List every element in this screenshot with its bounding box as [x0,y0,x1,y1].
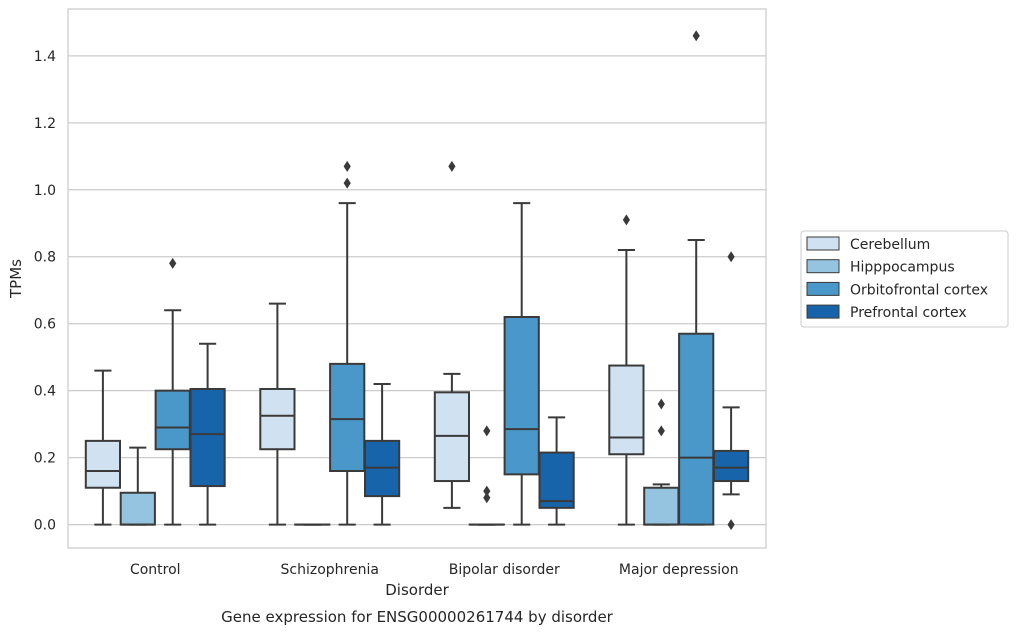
legend-frame [800,230,1009,328]
box-group [538,416,575,526]
box-group [468,425,505,526]
box [259,387,296,451]
y-tick-label: 0.0 [34,518,56,534]
box [84,439,122,489]
box-group [154,257,191,526]
outlier-point [483,425,491,437]
outlier-point [343,177,351,189]
y-tick-label: 1.2 [34,116,56,132]
y-tick-label: 0.2 [34,451,56,467]
y-axis-title: TPMs [7,259,25,299]
outlier-point [657,425,665,437]
box [678,332,715,526]
outlier-point [622,214,630,226]
outlier-point [169,257,177,269]
outlier-point [483,492,491,504]
box-group [363,382,401,526]
box-group [259,302,296,526]
y-tick-label: 0.4 [34,384,56,400]
box [189,387,226,488]
outlier-point [692,30,700,42]
legend-label: Prefrontal cortex [850,305,967,321]
box [538,451,575,509]
box-group [712,251,750,531]
y-tick-label: 0.8 [34,250,56,266]
box-group [84,369,122,526]
box-group [433,160,471,509]
x-tick-label: Bipolar disorder [449,562,560,578]
outlier-point [343,160,351,172]
box-group [608,214,645,526]
x-tick-label: Major depression [619,562,739,578]
outlier-point [483,485,491,497]
box-group [189,342,226,526]
box [712,449,750,483]
legend: Cerebellum Hipppocampus Orbitofrontal cort… [800,230,1009,328]
y-tick-label: 0.6 [34,317,56,333]
outlier-point [727,519,735,531]
outlier-point [727,251,735,263]
box-group [329,160,366,526]
outlier-point [448,160,456,172]
x-tick-label: Control [130,562,181,578]
y-tick-labels: 0.0 0.2 0.4 0.6 0.8 1.0 1.2 1.4 [34,49,56,534]
x-tick-label: Schizophrenia [281,562,379,578]
outlier-point [657,398,665,410]
y-tick-label: 1.4 [34,49,56,65]
y-tick-label: 1.0 [34,183,56,199]
box [154,389,191,451]
legend-label: Cerebellum [850,237,930,253]
box-group [643,398,680,526]
legend-swatch [806,304,840,319]
box-group [678,30,715,526]
box-series [84,30,750,531]
legend-swatch [806,281,840,296]
legend-label: Hipppocampus [850,260,955,276]
box-group [503,202,540,526]
legend-swatch [806,259,840,274]
plot-frame [67,8,767,549]
box [503,316,540,476]
box [643,486,680,526]
box [119,491,156,526]
legend-label: Orbitofrontal cortex [850,282,988,298]
box-group [119,446,156,526]
x-tick-labels: Control Schizophrenia Bipolar disorder Majo… [130,562,739,578]
legend-swatch [806,236,840,251]
box [329,362,366,472]
box [608,364,645,456]
x-axis-title: Disorder [385,581,449,599]
figure-caption: Gene expression for ENSG00000261744 by d… [221,608,614,626]
